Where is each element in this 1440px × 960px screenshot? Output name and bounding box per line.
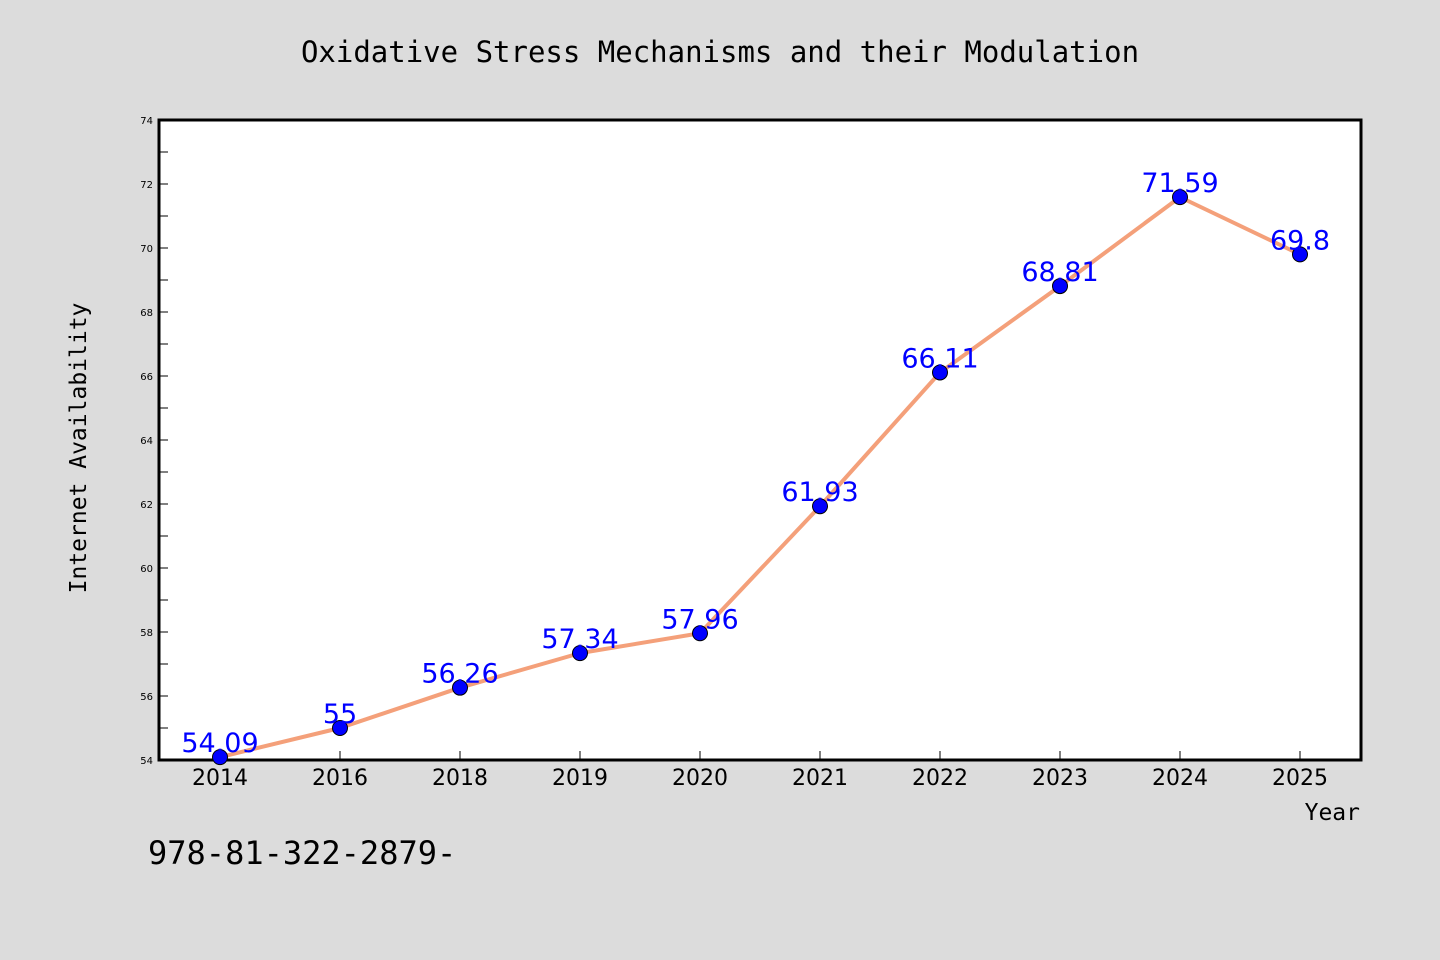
x-tick-label: 2021 (792, 766, 848, 791)
series-line (218, 195, 1302, 760)
x-tick-label: 2020 (672, 766, 728, 791)
data-point-marker (332, 720, 348, 736)
x-tick-label: 2016 (312, 766, 368, 791)
y-tick-label: 58 (140, 628, 153, 639)
data-label: 54.09 (181, 728, 258, 759)
data-label: 55 (323, 699, 357, 730)
x-tick-label: 2025 (1272, 766, 1328, 791)
x-tick-label: 2014 (192, 766, 248, 791)
x-tick-label: 2024 (1152, 766, 1208, 791)
x-axis-label: Year (1305, 800, 1360, 826)
data-label: 69.8 (1270, 225, 1330, 256)
data-label: 57.96 (661, 604, 738, 635)
x-tick-label: 2018 (432, 766, 488, 791)
y-tick-label: 70 (140, 244, 153, 255)
x-tick-label: 2023 (1032, 766, 1088, 791)
data-point-marker (692, 625, 708, 642)
y-tick-label: 56 (140, 692, 153, 703)
data-point-marker (1052, 278, 1068, 295)
chart-title: Oxidative Stress Mechanisms and their Mo… (301, 35, 1139, 69)
series-layer: 54.09 55 56.26 57.34 57.96 61.93 66.11 68.81 71.… (181, 168, 1330, 766)
data-label: 56.26 (421, 659, 498, 690)
y-tick-label: 62 (140, 500, 153, 511)
x-axis: 2014 2016 2018 2019 2020 2021 2022 2023 2024 2025 (192, 751, 1328, 791)
y-axis-label: Internet Availability (66, 303, 92, 594)
y-tick-label: 68 (140, 308, 153, 319)
data-point-marker (572, 645, 588, 662)
isbn-annotation: 978-81-322-2879- (148, 834, 456, 872)
data-point-marker (1292, 246, 1308, 263)
plot-area (157, 118, 1363, 762)
y-tick-label: 74 (140, 116, 153, 127)
y-axis: 54 56 58 60 62 64 66 68 70 72 74 (140, 116, 168, 767)
data-point-marker (452, 679, 468, 696)
y-tick-label: 72 (140, 180, 153, 191)
data-label: 68.81 (1021, 257, 1098, 288)
y-tick-label: 60 (140, 564, 153, 575)
data-label: 57.34 (541, 624, 618, 655)
x-tick-label: 2022 (912, 766, 968, 791)
x-tick-label: 2019 (552, 766, 608, 791)
y-tick-label: 64 (140, 436, 153, 447)
y-tick-label: 54 (140, 756, 153, 767)
data-label: 61.93 (781, 477, 858, 508)
data-point-marker (1172, 189, 1188, 206)
data-point-marker (932, 364, 948, 381)
y-tick-label: 66 (140, 372, 153, 383)
data-point-marker (812, 498, 828, 515)
data-point-marker (212, 749, 228, 766)
data-label: 66.11 (901, 343, 978, 374)
data-label: 71.59 (1141, 168, 1218, 199)
